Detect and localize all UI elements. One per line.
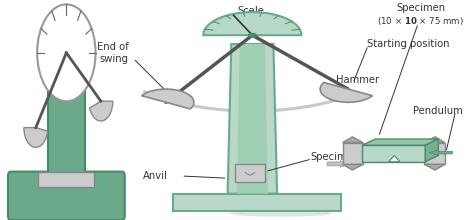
Wedge shape: [320, 82, 373, 102]
Text: Specimen: Specimen: [311, 152, 360, 162]
Polygon shape: [228, 44, 277, 194]
Text: End of
swing: End of swing: [97, 42, 128, 64]
Polygon shape: [424, 143, 445, 164]
Bar: [48, 66, 85, 180]
Wedge shape: [142, 89, 194, 109]
Polygon shape: [425, 139, 438, 162]
Polygon shape: [343, 143, 363, 164]
Polygon shape: [389, 156, 400, 162]
Polygon shape: [362, 145, 425, 162]
Text: Scale: Scale: [237, 6, 264, 15]
Wedge shape: [90, 101, 113, 121]
Wedge shape: [24, 128, 47, 147]
Text: Starting position: Starting position: [367, 39, 449, 49]
FancyBboxPatch shape: [8, 172, 125, 220]
Text: Anvil: Anvil: [143, 171, 168, 181]
Polygon shape: [362, 139, 438, 145]
Text: Specimen: Specimen: [396, 3, 445, 13]
Ellipse shape: [229, 210, 332, 217]
FancyArrow shape: [327, 161, 349, 167]
Polygon shape: [173, 194, 341, 211]
Circle shape: [37, 4, 96, 101]
Wedge shape: [203, 12, 301, 35]
Polygon shape: [343, 137, 363, 143]
Polygon shape: [237, 44, 268, 194]
Polygon shape: [343, 164, 363, 170]
FancyBboxPatch shape: [38, 172, 94, 187]
Polygon shape: [424, 164, 445, 170]
Text: (10 $\times$ $\mathbf{10}$ $\times$ 75 mm): (10 $\times$ $\mathbf{10}$ $\times$ 75 m…: [377, 15, 464, 28]
FancyBboxPatch shape: [235, 164, 265, 182]
Text: Pendulum: Pendulum: [413, 106, 463, 116]
Text: Hammer: Hammer: [336, 75, 379, 85]
Circle shape: [248, 33, 256, 37]
FancyArrow shape: [429, 150, 452, 155]
Polygon shape: [424, 137, 445, 143]
